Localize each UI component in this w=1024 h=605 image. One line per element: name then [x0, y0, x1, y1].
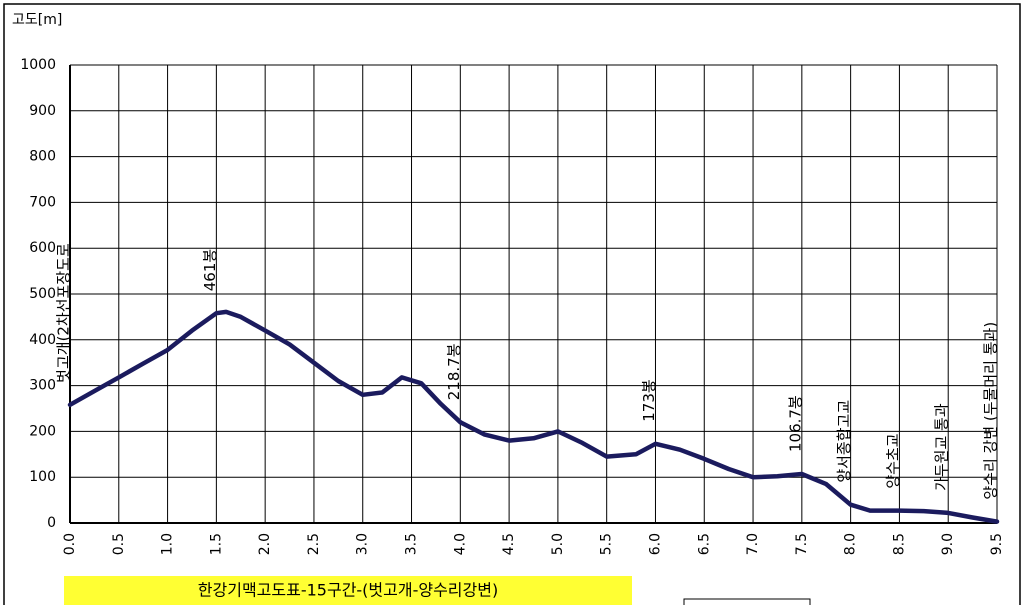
x-tick-label: 1.0	[160, 533, 176, 555]
x-tick-label: 3.5	[404, 533, 420, 555]
y-tick-label: 200	[29, 423, 56, 439]
title-banner	[64, 576, 632, 605]
y-tick-label: 0	[47, 515, 56, 531]
x-tick-label: 4.5	[501, 533, 517, 555]
y-tick-label: 700	[29, 194, 56, 210]
y-tick-label: 800	[29, 149, 56, 165]
frame	[3, 3, 1021, 605]
small-box	[683, 598, 811, 605]
y-tick-label: 600	[29, 240, 56, 256]
x-tick-label: 5.5	[599, 533, 615, 555]
x-tick-label: 7.5	[794, 533, 810, 555]
x-tick-label: 8.0	[843, 533, 859, 555]
y-tick-label: 900	[29, 103, 56, 119]
x-tick-label: 8.5	[891, 533, 907, 555]
y-tick-label: 100	[29, 469, 56, 485]
x-tick-label: 5.0	[550, 533, 566, 555]
x-tick-label: 7.0	[745, 533, 761, 555]
x-tick-label: 4.0	[452, 533, 468, 555]
annotation: 173봉	[640, 379, 658, 421]
annotation: 461봉	[201, 249, 219, 291]
x-tick-label: 2.5	[306, 533, 322, 555]
x-tick-label: 1.5	[208, 533, 224, 555]
x-tick-label: 0.5	[111, 533, 127, 555]
y-tick-label: 400	[29, 332, 56, 348]
annotation: 양수초교	[884, 433, 902, 488]
y-tick-label: 500	[29, 286, 56, 302]
x-tick-label: 9.5	[989, 533, 1005, 555]
x-tick-label: 6.0	[647, 533, 663, 555]
annotation: 양서종합고교	[835, 400, 853, 483]
elevation-line	[67, 309, 1000, 524]
x-tick-label: 0.0	[62, 533, 78, 555]
annotation: 가두원교 통과	[933, 403, 951, 491]
y-tick-label: 300	[29, 378, 56, 394]
y-axis-label: 고도[m]	[12, 12, 62, 28]
x-tick-label: 9.0	[940, 533, 956, 555]
annotation: 106.7봉	[786, 395, 804, 452]
x-tick-label: 2.0	[257, 533, 273, 555]
chart-title: 한강기맥고도표-15구간-(벗고개-양수리강변)	[198, 581, 498, 600]
annotation: 양수리 강변 (두물머리 통과)	[982, 322, 1000, 500]
annotation: 벗고개(2차선포장도로	[55, 243, 73, 383]
x-tick-label: 6.5	[696, 533, 712, 555]
x-tick-label: 3.0	[355, 533, 371, 555]
y-tick-label: 1000	[20, 57, 56, 73]
annotation: 218.7봉	[445, 343, 463, 400]
